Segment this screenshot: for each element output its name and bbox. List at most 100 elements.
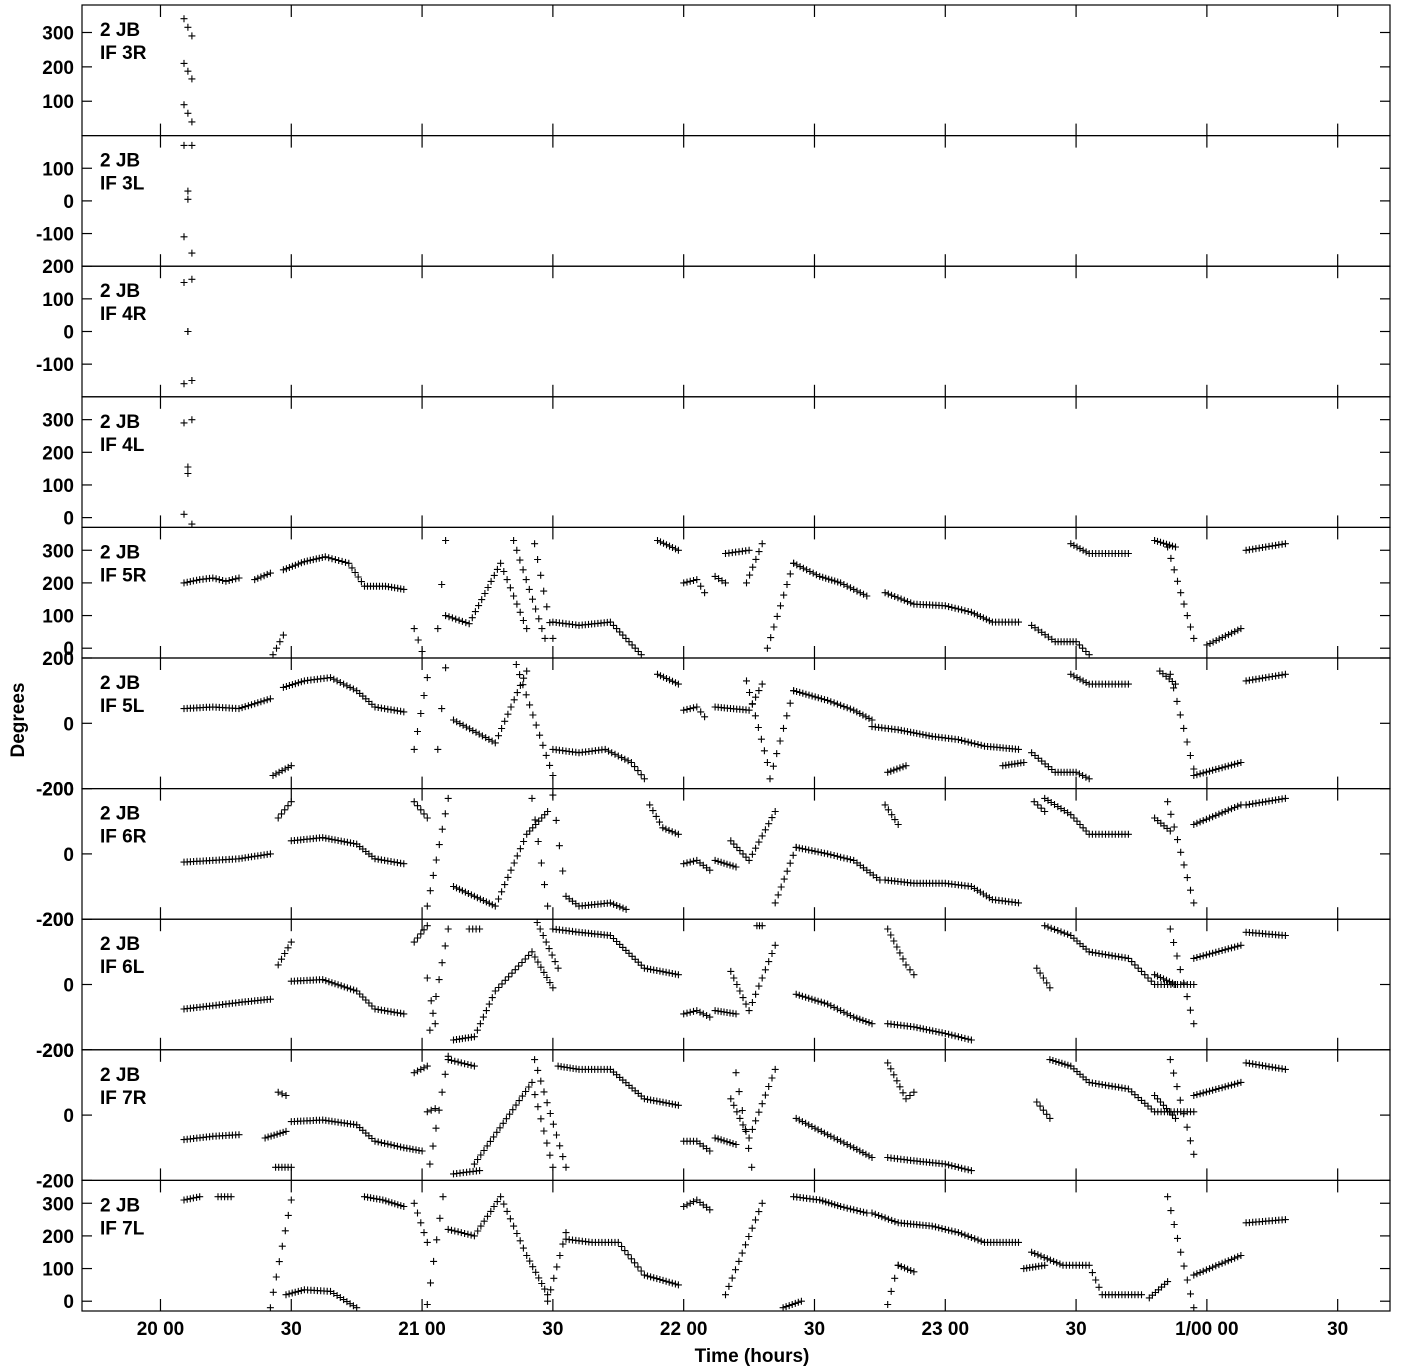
data-point bbox=[273, 1130, 281, 1138]
data-point bbox=[1252, 799, 1260, 807]
data-point bbox=[954, 736, 962, 744]
data-point bbox=[522, 1088, 530, 1095]
data-point bbox=[847, 584, 854, 592]
data-point bbox=[327, 674, 334, 682]
data-point bbox=[495, 895, 502, 903]
data-point bbox=[537, 1115, 545, 1123]
data-point bbox=[328, 555, 336, 563]
data-point bbox=[878, 1213, 886, 1221]
series-panel-1 bbox=[180, 15, 196, 126]
data-point bbox=[637, 651, 645, 659]
data-point bbox=[1190, 1304, 1198, 1312]
data-point bbox=[768, 814, 776, 822]
data-point bbox=[1212, 811, 1220, 819]
data-point bbox=[785, 1302, 793, 1310]
y-axis-title: Degrees bbox=[8, 683, 29, 758]
data-point bbox=[452, 615, 460, 623]
data-point bbox=[526, 827, 534, 835]
data-point bbox=[614, 752, 622, 760]
data-point bbox=[485, 1000, 493, 1008]
data-point bbox=[850, 1013, 858, 1021]
data-point bbox=[1249, 676, 1257, 684]
data-point bbox=[686, 705, 694, 713]
data-point bbox=[1172, 1114, 1179, 1122]
data-point bbox=[235, 574, 243, 582]
data-point bbox=[287, 1163, 295, 1171]
data-point bbox=[336, 679, 344, 686]
data-point bbox=[868, 1020, 876, 1028]
data-point bbox=[758, 680, 766, 688]
data-point bbox=[545, 945, 553, 953]
data-point bbox=[1033, 964, 1041, 972]
data-point bbox=[733, 1108, 741, 1116]
data-point bbox=[410, 745, 418, 753]
data-point bbox=[541, 1285, 549, 1293]
data-point bbox=[546, 979, 554, 987]
data-point bbox=[1041, 808, 1049, 815]
data-point bbox=[951, 1032, 959, 1040]
data-point bbox=[755, 838, 763, 846]
data-point bbox=[1177, 1248, 1185, 1256]
data-point bbox=[853, 1145, 861, 1153]
y-tick-label: 200 bbox=[42, 58, 74, 79]
data-point bbox=[1187, 623, 1194, 631]
data-point bbox=[659, 1098, 667, 1106]
panel-frame bbox=[81, 265, 1391, 398]
data-point bbox=[897, 726, 905, 734]
data-point bbox=[808, 847, 816, 855]
data-point bbox=[496, 1124, 504, 1132]
data-point bbox=[922, 1026, 930, 1034]
data-point bbox=[362, 996, 370, 1004]
data-point bbox=[727, 967, 735, 975]
data-point bbox=[525, 1083, 533, 1091]
data-point bbox=[919, 1025, 927, 1033]
data-point bbox=[288, 1289, 296, 1297]
data-point bbox=[954, 1163, 962, 1171]
data-point bbox=[765, 958, 773, 966]
data-point bbox=[519, 1244, 527, 1252]
data-point bbox=[932, 1028, 940, 1035]
data-point bbox=[241, 703, 249, 711]
data-point bbox=[1166, 670, 1174, 678]
data-point bbox=[441, 942, 449, 950]
data-point bbox=[659, 968, 667, 976]
data-point bbox=[1034, 1251, 1042, 1259]
data-point bbox=[477, 1151, 485, 1159]
data-point bbox=[1128, 1088, 1136, 1096]
data-point bbox=[964, 1035, 972, 1043]
data-point bbox=[1098, 1081, 1106, 1089]
data-point bbox=[469, 727, 477, 735]
data-point bbox=[340, 838, 348, 846]
data-point bbox=[1015, 1238, 1022, 1246]
data-point bbox=[1164, 1193, 1172, 1201]
data-point bbox=[368, 1002, 376, 1010]
data-point bbox=[498, 725, 506, 732]
data-point bbox=[263, 570, 271, 578]
data-point bbox=[356, 990, 364, 998]
data-point bbox=[189, 1194, 197, 1202]
data-point bbox=[1209, 1086, 1217, 1094]
data-point bbox=[752, 555, 760, 563]
data-point bbox=[525, 585, 533, 593]
data-point bbox=[1209, 1263, 1217, 1271]
data-point bbox=[624, 1251, 632, 1259]
data-point bbox=[266, 569, 274, 577]
data-point bbox=[1234, 802, 1242, 810]
data-point bbox=[951, 1228, 959, 1236]
data-point bbox=[758, 540, 766, 548]
data-point bbox=[306, 556, 314, 564]
data-point bbox=[287, 938, 295, 946]
data-point bbox=[624, 757, 632, 765]
data-point bbox=[732, 1141, 740, 1148]
data-point bbox=[1174, 577, 1181, 585]
data-point bbox=[1268, 797, 1276, 805]
data-point bbox=[475, 602, 483, 610]
data-point bbox=[888, 811, 896, 819]
data-point bbox=[188, 75, 196, 83]
data-point bbox=[1030, 798, 1038, 806]
data-point bbox=[1228, 629, 1236, 637]
data-point bbox=[891, 816, 899, 824]
data-point bbox=[337, 982, 345, 990]
data-point bbox=[1281, 1065, 1289, 1073]
